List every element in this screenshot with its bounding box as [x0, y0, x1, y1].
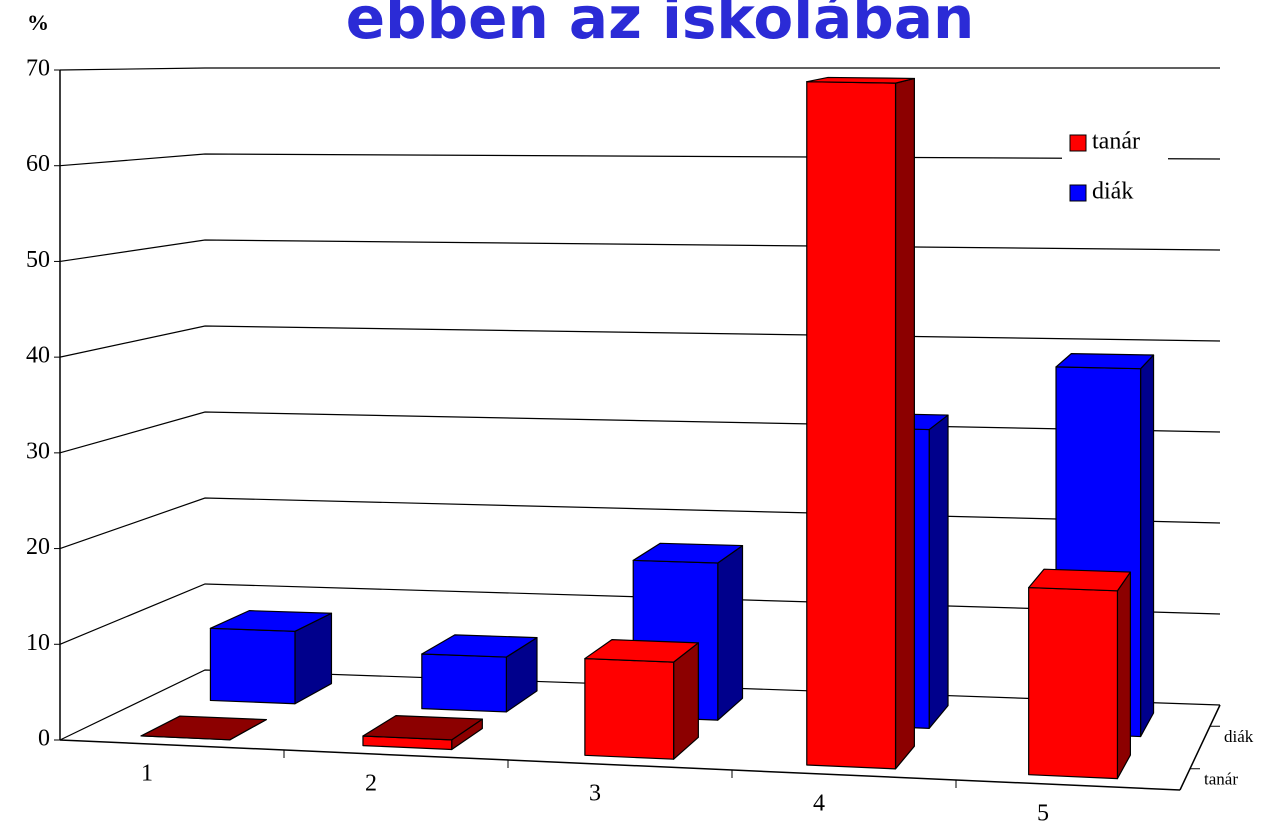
x-tick-label: 5: [1037, 801, 1049, 827]
grid-line: [59, 497, 1221, 550]
bar-side: [928, 414, 949, 729]
bar-top: [806, 76, 915, 84]
bar-side: [717, 544, 744, 721]
legend-swatch: [1069, 134, 1087, 152]
bar-front: [421, 653, 507, 713]
bar-top: [584, 639, 699, 663]
bar: [1028, 568, 1131, 780]
bar: [362, 714, 483, 751]
bar: [584, 639, 699, 760]
y-tick-label: 0: [38, 726, 50, 752]
y-tick-label: 40: [26, 343, 50, 369]
bar: [140, 715, 267, 741]
y-tick-label: 70: [26, 56, 50, 82]
bar: [421, 634, 538, 713]
y-tick-label: 20: [26, 534, 50, 560]
chart-title: ebben az iskolában: [346, 0, 975, 52]
bar-front: [1028, 586, 1119, 780]
grid-line: [59, 239, 1221, 263]
z-axis: [1179, 704, 1221, 791]
grid-line: [59, 325, 1221, 358]
bar-side: [673, 642, 699, 760]
bar-side: [1116, 571, 1131, 780]
x-axis: [59, 739, 1181, 791]
x-tick-label: 1: [141, 761, 153, 787]
bar-top: [1028, 568, 1131, 592]
z-tick-label: diák: [1224, 727, 1254, 746]
grid-line: [59, 153, 1221, 167]
grid-line: [59, 67, 1220, 71]
y-tick-label: 10: [26, 630, 50, 656]
legend-label: diák: [1092, 179, 1133, 205]
bar: [806, 76, 915, 770]
bar-side: [1139, 354, 1155, 738]
y-axis-label: %: [27, 10, 49, 35]
bar-side: [894, 77, 915, 770]
x-tick-label: 2: [365, 771, 377, 797]
grid-line: [59, 411, 1221, 454]
bar-front: [584, 657, 675, 760]
bar: [209, 610, 333, 705]
bar-front: [806, 81, 897, 770]
legend-label: tanár: [1092, 129, 1140, 155]
bar-top: [421, 634, 538, 658]
legend: tanár diák: [1062, 122, 1168, 218]
x-tick-label: 3: [589, 781, 601, 807]
z-tick-label: tanár: [1204, 770, 1238, 789]
bar-top: [140, 715, 267, 741]
bar-top: [1055, 353, 1155, 370]
bar-top: [632, 542, 744, 564]
legend-swatch: [1069, 184, 1087, 202]
y-tick-label: 50: [26, 247, 50, 273]
bar-top: [209, 610, 333, 632]
y-tick-label: 30: [26, 438, 50, 464]
bar-top: [362, 714, 483, 741]
x-tick-label: 4: [813, 791, 825, 817]
y-tick-label: 60: [26, 151, 50, 177]
bar-front: [209, 627, 296, 705]
